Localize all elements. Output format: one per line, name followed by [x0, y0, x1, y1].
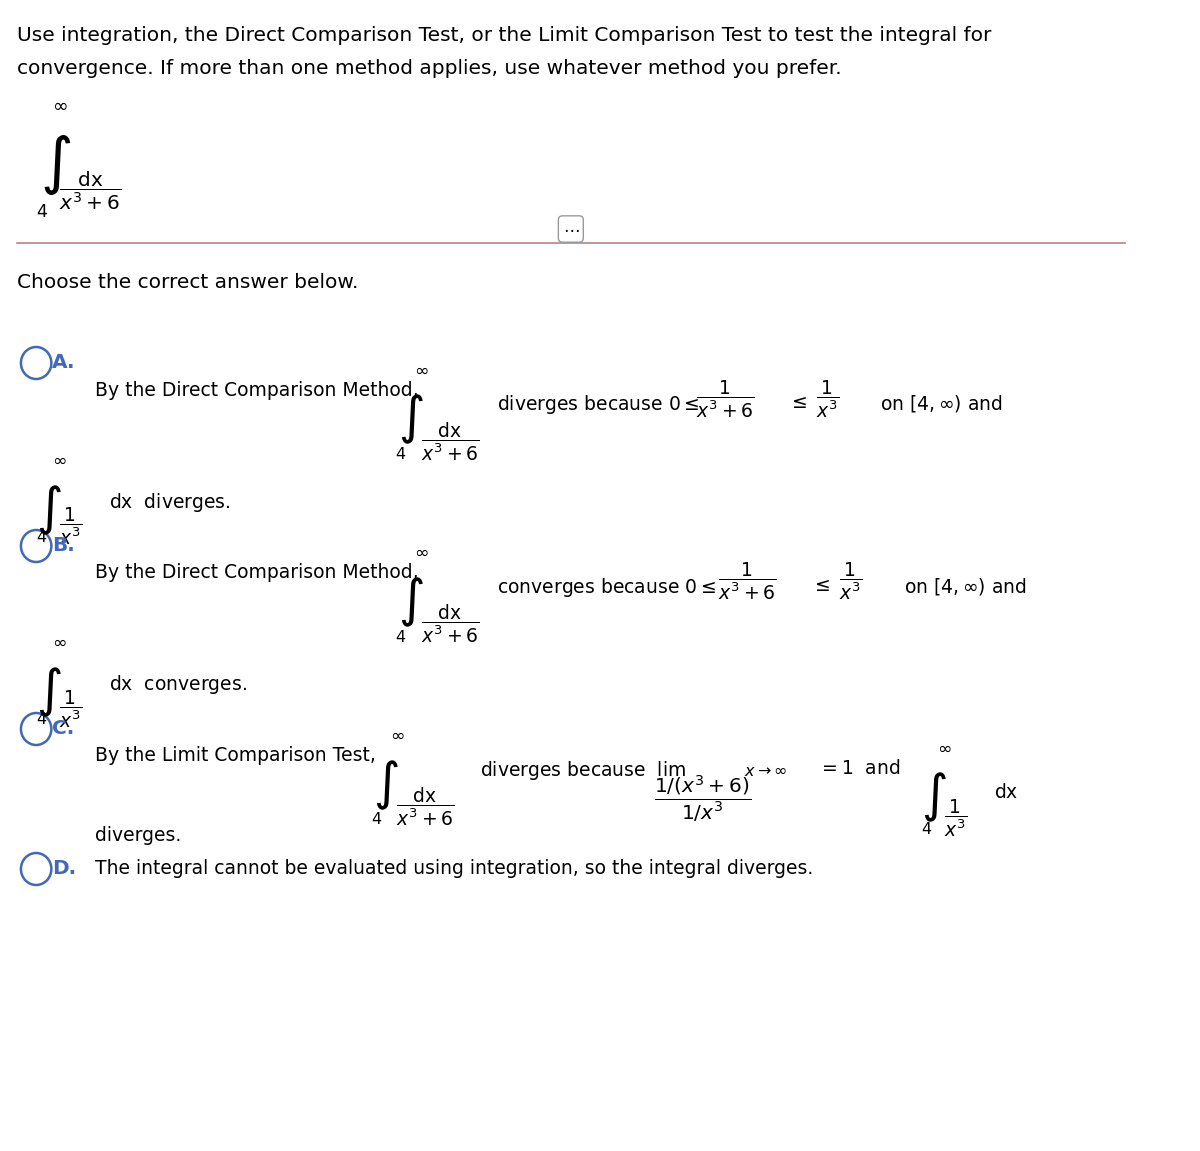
Text: $\infty$: $\infty$: [414, 543, 428, 561]
Text: $\dfrac{1}{x^3+6}$: $\dfrac{1}{x^3+6}$: [719, 561, 776, 602]
Text: $\dfrac{1}{x^3+6}$: $\dfrac{1}{x^3+6}$: [696, 379, 755, 420]
Text: diverges.: diverges.: [95, 826, 181, 845]
Text: diverges because $0 \leq$: diverges because $0 \leq$: [497, 392, 698, 416]
Text: $4$: $4$: [36, 711, 47, 727]
Text: $\leq$: $\leq$: [810, 576, 830, 595]
Text: $\infty$: $\infty$: [53, 451, 67, 468]
Text: $\infty$: $\infty$: [390, 726, 404, 744]
Text: $4$: $4$: [395, 445, 406, 462]
Text: $4$: $4$: [36, 203, 48, 221]
Text: $\dfrac{1/\left(x^3+6\right)}{1/x^3}$: $\dfrac{1/\left(x^3+6\right)}{1/x^3}$: [654, 773, 751, 824]
Text: $\int$: $\int$: [36, 666, 62, 719]
Text: $\dfrac{\mathrm{dx}}{x^3+6}$: $\dfrac{\mathrm{dx}}{x^3+6}$: [396, 786, 454, 829]
Text: $\dfrac{\mathrm{dx}}{x^3+6}$: $\dfrac{\mathrm{dx}}{x^3+6}$: [59, 169, 121, 212]
Text: $\int$: $\int$: [373, 759, 398, 813]
Text: B.: B.: [53, 536, 76, 555]
Text: $\dfrac{1}{x^3}$: $\dfrac{1}{x^3}$: [943, 798, 967, 839]
Text: $\dfrac{\mathrm{dx}}{x^3+6}$: $\dfrac{\mathrm{dx}}{x^3+6}$: [420, 603, 479, 646]
Text: $\mathrm{dx}$  diverges.: $\mathrm{dx}$ diverges.: [109, 491, 230, 514]
Text: on $[4, \infty)$ and: on $[4, \infty)$ and: [904, 576, 1026, 597]
Text: $\cdots$: $\cdots$: [563, 220, 580, 238]
Text: C.: C.: [53, 719, 74, 738]
Text: $\dfrac{1}{x^3}$: $\dfrac{1}{x^3}$: [816, 379, 840, 420]
Text: $\infty$: $\infty$: [414, 361, 428, 379]
Text: $\infty$: $\infty$: [937, 739, 952, 757]
Text: $\int$: $\int$: [397, 392, 424, 447]
Text: on $[4, \infty)$ and: on $[4, \infty)$ and: [880, 392, 1003, 414]
Text: diverges because  $\lim$: diverges because $\lim$: [480, 759, 686, 782]
Text: $\int$: $\int$: [40, 134, 71, 197]
Text: The integral cannot be evaluated using integration, so the integral diverges.: The integral cannot be evaluated using i…: [95, 859, 814, 878]
Text: By the Direct Comparison Method,: By the Direct Comparison Method,: [95, 381, 419, 401]
Text: $x \to \infty$: $x \to \infty$: [744, 764, 787, 779]
Text: Choose the correct answer below.: Choose the correct answer below.: [17, 273, 359, 292]
Text: $\dfrac{\mathrm{dx}}{x^3+6}$: $\dfrac{\mathrm{dx}}{x^3+6}$: [420, 421, 479, 464]
Text: $4$: $4$: [371, 811, 383, 828]
Text: $4$: $4$: [395, 628, 406, 645]
Text: $\dfrac{1}{x^3}$: $\dfrac{1}{x^3}$: [839, 561, 863, 602]
Text: converges because $0 \leq$: converges because $0 \leq$: [497, 576, 715, 599]
Text: Use integration, the Direct Comparison Test, or the Limit Comparison Test to tes: Use integration, the Direct Comparison T…: [17, 26, 991, 45]
Text: $\dfrac{1}{x^3}$: $\dfrac{1}{x^3}$: [59, 689, 83, 731]
Text: A.: A.: [53, 353, 76, 372]
Text: $\mathrm{dx}$: $\mathrm{dx}$: [995, 783, 1019, 802]
Text: convergence. If more than one method applies, use whatever method you prefer.: convergence. If more than one method app…: [17, 59, 841, 78]
Text: $= 1$  and: $= 1$ and: [818, 759, 900, 778]
Text: $\infty$: $\infty$: [53, 96, 68, 115]
Text: $4$: $4$: [920, 821, 932, 837]
Text: $\int$: $\int$: [397, 576, 424, 630]
Text: $\int$: $\int$: [920, 771, 947, 824]
Text: $\infty$: $\infty$: [53, 633, 67, 651]
Text: $\dfrac{1}{x^3}$: $\dfrac{1}{x^3}$: [59, 506, 83, 548]
Text: $\mathrm{dx}$  converges.: $\mathrm{dx}$ converges.: [109, 673, 247, 696]
Text: $\int$: $\int$: [36, 485, 62, 538]
Text: By the Direct Comparison Method,: By the Direct Comparison Method,: [95, 563, 419, 582]
Text: By the Limit Comparison Test,: By the Limit Comparison Test,: [95, 746, 376, 765]
Text: $\leq$: $\leq$: [787, 392, 808, 412]
Text: $4$: $4$: [36, 529, 47, 546]
Text: D.: D.: [53, 859, 77, 878]
